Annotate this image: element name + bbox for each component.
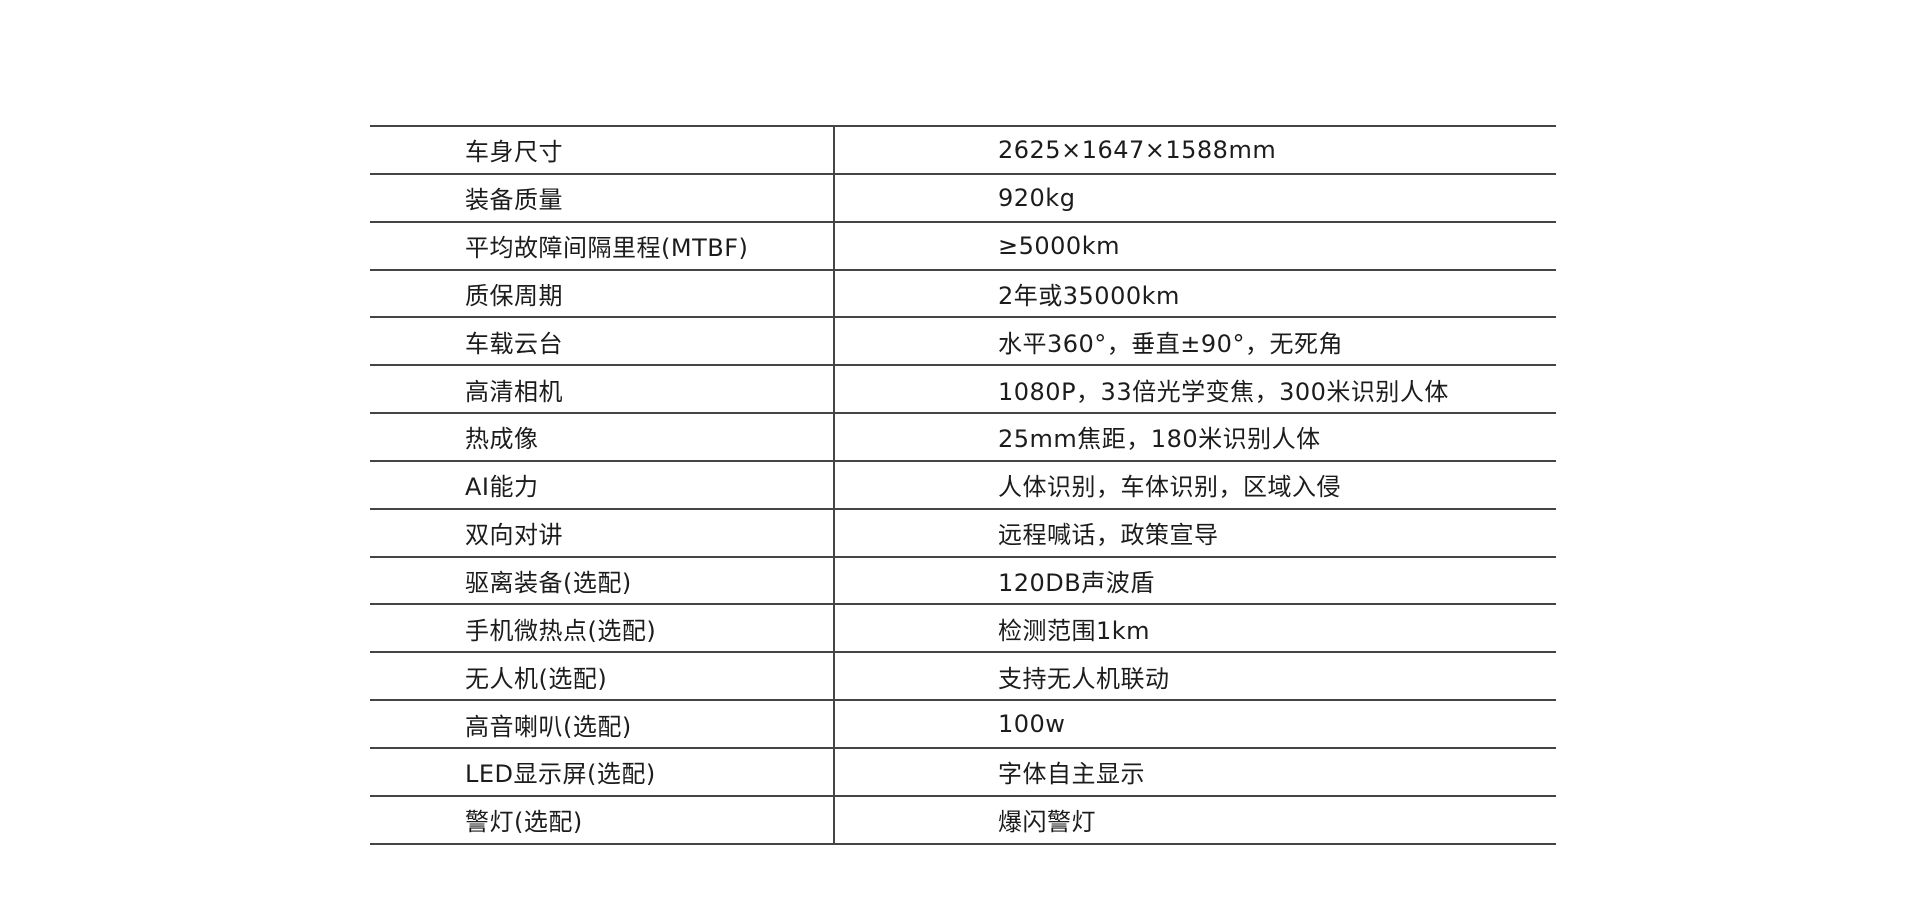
spec-name-cell: 驱离装备(选配) [370,557,835,604]
table-row: AI能力 人体识别，车体识别，区域入侵 [370,461,1556,510]
spec-name-cell: 车载云台 [370,318,835,365]
table-row: 车载云台 水平360°，垂直±90°，无死角 [370,318,1556,367]
table-row: 车身尺寸 2625×1647×1588mm [370,127,1556,175]
spec-name-cell: 平均故障间隔里程(MTBF) [370,222,835,269]
table-row: 无人机(选配) 支持无人机联动 [370,653,1556,702]
table-row: 高音喇叭(选配) 100w [370,701,1556,749]
spec-value-cell: 1080P，33倍光学变焦，300米识别人体 [998,377,1449,406]
spec-value-cell: 25mm焦距，180米识别人体 [998,425,1321,454]
spec-name-cell: 警灯(选配) [370,796,835,843]
spec-value-cell: 920kg [998,183,1076,212]
spec-name-cell: 装备质量 [370,174,835,221]
product-spec-table: 车身尺寸 2625×1647×1588mm 装备质量 920kg 平均故障间隔里… [370,125,1556,845]
spec-value-cell: 2625×1647×1588mm [998,135,1277,164]
spec-name-cell: 高音喇叭(选配) [370,701,835,747]
table-row: 热成像 25mm焦距，180米识别人体 [370,414,1556,462]
spec-value-cell: 2年或35000km [998,281,1180,310]
spec-name-cell: 无人机(选配) [370,653,835,700]
table-row: 警灯(选配) 爆闪警灯 [370,796,1556,845]
table-row: 装备质量 920kg [370,174,1556,223]
spec-name-cell: 热成像 [370,414,835,460]
spec-value-cell: 支持无人机联动 [998,664,1170,693]
table-row: 高清相机 1080P，33倍光学变焦，300米识别人体 [370,366,1556,415]
table-row: LED显示屏(选配) 字体自主显示 [370,748,1556,797]
spec-value-cell: 100w [998,710,1066,739]
spec-name-cell: 手机微热点(选配) [370,605,835,652]
table-row: 手机微热点(选配) 检测范围1km [370,605,1556,654]
spec-value-cell: 120DB声波盾 [998,569,1155,598]
spec-value-cell: ≥5000km [998,231,1120,260]
spec-value-cell: 字体自主显示 [998,760,1145,789]
spec-name-cell: AI能力 [370,461,835,508]
table-row: 质保周期 2年或35000km [370,270,1556,319]
spec-name-cell: 质保周期 [370,270,835,317]
spec-name-cell: 高清相机 [370,366,835,413]
spec-value-cell: 远程喊话，政策宣导 [998,521,1219,550]
spec-value-cell: 爆闪警灯 [998,808,1096,837]
table-row: 驱离装备(选配) 120DB声波盾 [370,557,1556,606]
table-row: 双向对讲 远程喊话，政策宣导 [370,509,1556,558]
spec-value-cell: 检测范围1km [998,616,1151,645]
spec-value-cell: 人体识别，车体识别，区域入侵 [998,473,1341,502]
spec-name-cell: 双向对讲 [370,509,835,556]
spec-name-cell: LED显示屏(选配) [370,748,835,795]
table-row: 平均故障间隔里程(MTBF) ≥5000km [370,222,1556,271]
spec-name-cell: 车身尺寸 [370,127,835,173]
spec-value-cell: 水平360°，垂直±90°，无死角 [998,329,1343,358]
